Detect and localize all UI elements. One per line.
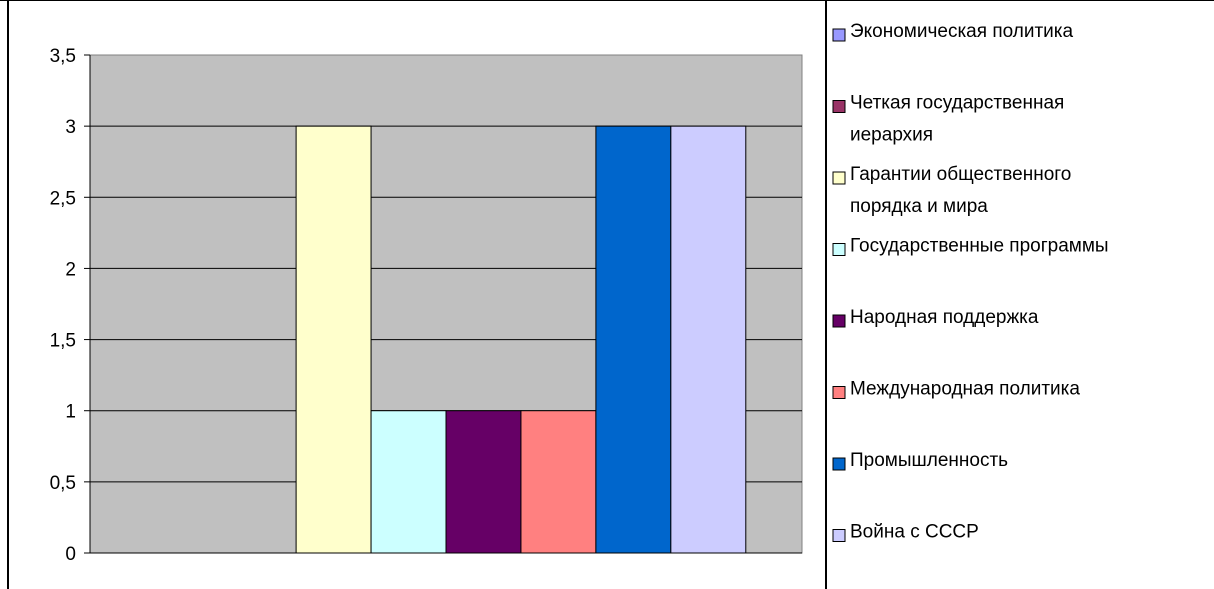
legend-swatch-1 (832, 28, 846, 42)
bar-7 (595, 125, 672, 554)
y-tick-label: 0,5 (50, 473, 76, 494)
legend-swatch-3 (832, 171, 846, 185)
legend-swatch-2 (832, 100, 846, 113)
y-tick-label: 2,5 (50, 188, 76, 209)
y-tick-label: 1 (65, 402, 76, 423)
legend-swatch-6 (832, 386, 846, 399)
legend-label: Гарантии общественного (850, 164, 1071, 185)
legend-label: Международная политика (850, 379, 1080, 400)
legend-label: иерархия (850, 125, 933, 146)
y-tick-label: 2 (65, 259, 76, 280)
y-tick-label: 3 (65, 117, 76, 138)
legend-swatch-7 (832, 457, 846, 471)
bar-6 (520, 410, 597, 554)
legend-label: Народная поддержка (850, 307, 1039, 328)
y-tick-label: 0 (65, 544, 76, 565)
y-tick-label: 3,5 (50, 46, 76, 67)
legend-label: Война с СССР (850, 522, 979, 543)
y-tick-label: 1,5 (50, 331, 76, 352)
legend-swatch-5 (832, 314, 846, 328)
legend-label: Экономическая политика (850, 21, 1073, 42)
legend-swatch-4 (832, 243, 846, 256)
legend-label: Четкая государственная (850, 93, 1064, 114)
legend-label: Государственные программы (850, 236, 1109, 257)
bar-5 (445, 410, 522, 554)
bar-4 (370, 410, 447, 554)
legend-swatch-8 (832, 529, 846, 542)
bar-3 (295, 125, 372, 554)
bar-8 (670, 125, 747, 554)
legend-label: порядка и мира (850, 196, 988, 217)
legend-label: Промышленность (850, 450, 1008, 471)
